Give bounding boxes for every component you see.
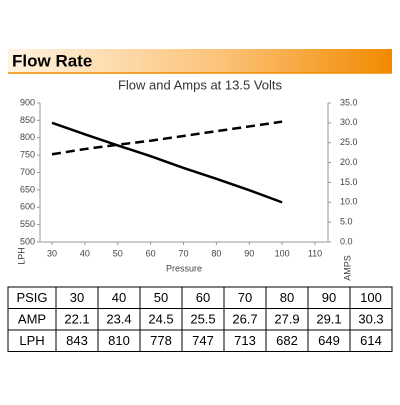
header-title: Flow Rate — [12, 51, 92, 70]
series-line — [51, 121, 283, 204]
y-tick-label: 900 — [20, 97, 35, 107]
table-cell: AMP — [18, 312, 46, 327]
y2-tick-label: 10.0 — [340, 197, 358, 207]
x-tick-label: 70 — [178, 248, 188, 258]
x-axis-label: Pressure — [166, 263, 202, 273]
y-tick-label: 650 — [20, 184, 35, 194]
y2-tick-label: 5.0 — [340, 217, 353, 227]
y-tick-label: 750 — [20, 150, 35, 160]
header-bar — [8, 49, 392, 73]
y2-tick-label: 30.0 — [340, 117, 358, 127]
series-line — [51, 120, 283, 156]
table: PSIG 30 40 50 60 70 80 90 100 AMP 22.1 23.4 24.5 25.5… — [7, 286, 393, 352]
table-cell: 40 — [112, 290, 126, 305]
y-tick-label: 850 — [20, 115, 35, 125]
y-tick-label: 500 — [20, 236, 35, 246]
table-cell: 22.1 — [64, 312, 89, 327]
x-tick-label: 90 — [244, 248, 254, 258]
table-cell: 30 — [70, 290, 84, 305]
x-tick-label: 60 — [146, 248, 156, 258]
y2-tick-label: 0.0 — [340, 236, 353, 246]
y2-tick-label: 15.0 — [340, 177, 358, 187]
table-cell: 614 — [360, 333, 382, 348]
table-cell: 778 — [150, 333, 172, 348]
y-tick-label: 800 — [20, 132, 35, 142]
table-cell: 29.1 — [316, 312, 341, 327]
table-cell: 30.3 — [358, 312, 383, 327]
table-cell: LPH — [19, 333, 44, 348]
y-tick-label: 600 — [20, 202, 35, 212]
table-cell: 70 — [238, 290, 252, 305]
table-cell: 27.9 — [274, 312, 299, 327]
x-tick-label: 30 — [47, 248, 57, 258]
table-cell: 682 — [276, 333, 298, 348]
chart-title: Flow and Amps at 13.5 Volts — [118, 77, 283, 92]
table-cell: 26.7 — [232, 312, 257, 327]
x-tick-label: 80 — [211, 248, 221, 258]
table-cell: 60 — [196, 290, 210, 305]
x-tick-label: 50 — [113, 248, 123, 258]
x-tick-label: 40 — [80, 248, 90, 258]
table-cell: 80 — [280, 290, 294, 305]
y2-axis-label: AMPS — [342, 255, 352, 281]
y2-tick-label: 35.0 — [340, 97, 358, 107]
y-axis-label: LPH — [16, 247, 26, 265]
table-cell: 90 — [322, 290, 336, 305]
table-cell: 747 — [192, 333, 214, 348]
chart: 500 550 600 650 700 750 800 850 900 0.0 5.0 10.0 15.… — [16, 97, 357, 280]
table-cell: 810 — [108, 333, 130, 348]
y2-tick-label: 25.0 — [340, 137, 358, 147]
table-cell: PSIG — [16, 290, 47, 305]
table-border — [7, 286, 393, 352]
x-tick-label: 110 — [308, 248, 322, 258]
table-cell: 23.4 — [106, 312, 131, 327]
table-cell: 25.5 — [190, 312, 215, 327]
table-cell: 50 — [154, 290, 168, 305]
table-cell: 713 — [234, 333, 256, 348]
table-cell: 649 — [318, 333, 340, 348]
y-tick-label: 700 — [20, 167, 35, 177]
table-cell: 843 — [66, 333, 88, 348]
y-tick-label: 550 — [20, 219, 35, 229]
table-cell: 100 — [360, 290, 382, 305]
y2-tick-label: 20.0 — [340, 157, 358, 167]
table-cell: 24.5 — [148, 312, 173, 327]
x-tick-label: 100 — [275, 248, 290, 258]
